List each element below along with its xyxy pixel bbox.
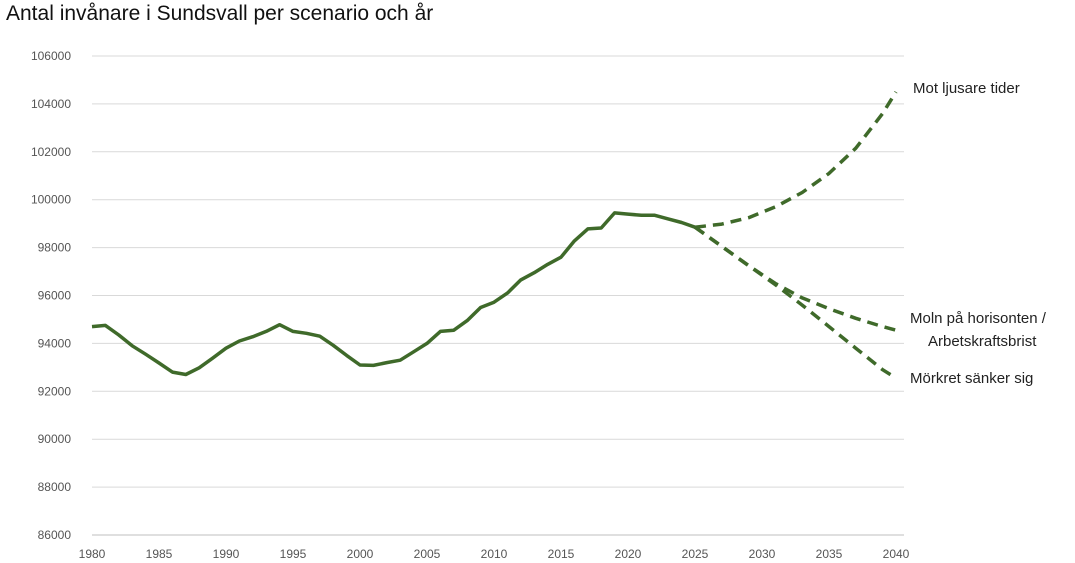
y-axis-ticks: 86000 88000 90000 92000 94000 96000 98000 10000… (31, 49, 71, 542)
y-tick-label: 106000 (31, 49, 71, 63)
series-label: Arbetskraftsbrist (928, 333, 1037, 350)
y-tick-label: 98000 (38, 241, 72, 255)
x-tick-label: 2010 (481, 547, 508, 561)
y-tick-label: 96000 (38, 289, 72, 303)
y-tick-label: 90000 (38, 432, 72, 446)
series-labels: Mot ljusare tider Moln på horisonten / Arb… (910, 80, 1047, 387)
x-tick-label: 1995 (280, 547, 307, 561)
y-tick-label: 88000 (38, 480, 72, 494)
y-tick-label: 92000 (38, 384, 72, 398)
chart-title: Antal invånare i Sundsvall per scenario … (6, 2, 434, 25)
x-tick-label: 2025 (682, 547, 709, 561)
x-tick-label: 2040 (883, 547, 910, 561)
series-line-3 (693, 225, 897, 380)
x-tick-label: 2035 (816, 547, 843, 561)
y-tick-label: 104000 (31, 97, 71, 111)
series-label: Moln på horisonten / (910, 310, 1047, 327)
series-label: Mörkret sänker sig (910, 370, 1033, 387)
series-line-1 (694, 90, 898, 229)
series-line-2 (693, 225, 897, 332)
x-tick-label: 1990 (213, 547, 240, 561)
series-label: Mot ljusare tider (913, 80, 1020, 97)
gridlines (92, 55, 904, 536)
x-tick-label: 2000 (347, 547, 374, 561)
x-tick-label: 2030 (749, 547, 776, 561)
y-tick-label: 100000 (31, 193, 71, 207)
y-tick-label: 94000 (38, 336, 72, 350)
series-line-0 (91, 211, 696, 377)
x-tick-label: 1980 (79, 547, 106, 561)
x-tick-label: 2020 (615, 547, 642, 561)
y-tick-label: 86000 (38, 528, 72, 542)
x-tick-label: 2005 (414, 547, 441, 561)
x-tick-label: 2015 (548, 547, 575, 561)
series-lines (91, 90, 898, 380)
y-tick-label: 102000 (31, 145, 71, 159)
x-tick-label: 1985 (146, 547, 173, 561)
x-axis-ticks: 1980 1985 1990 1995 2000 2005 2010 2015 2020 2025… (79, 547, 910, 561)
